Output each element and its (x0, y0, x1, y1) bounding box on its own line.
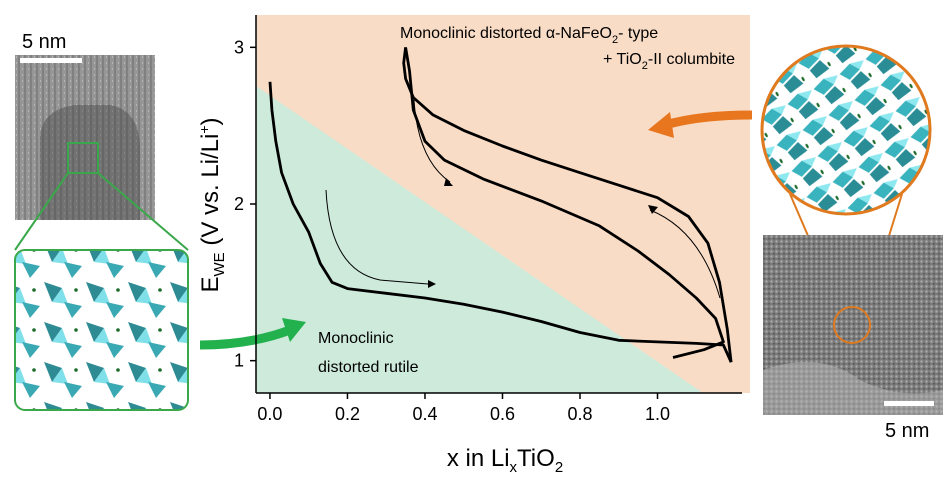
x-axis-title: x in LixTiO2 (447, 445, 563, 476)
x-tick-label: 1.0 (645, 404, 670, 424)
nanorod (40, 105, 140, 220)
x-tick-label: 0.2 (335, 404, 360, 424)
structure-rutile (15, 250, 188, 410)
annotation-text: - type (618, 25, 658, 42)
scale-label: 5 nm (885, 420, 929, 442)
annotation-text: + TiO (603, 51, 642, 68)
page: {"chart_data": { "type": "line", "xlabel… (0, 0, 943, 483)
scale-bar (884, 401, 934, 406)
y-title-sup: + (196, 125, 212, 133)
y-tick-label: 2 (234, 194, 244, 214)
annotation-text: -II columbite (648, 51, 735, 68)
annotation-text: Monoclinic distorted α-NaFeO (400, 25, 612, 42)
figure: 5 nm 5 nm Monoclinic distorted α-NaFeO 2 -… (0, 0, 943, 483)
y-title-part: (V vs. Li/Li (197, 134, 224, 253)
x-title-part: x in Li (447, 445, 510, 472)
structure-alpha (762, 46, 930, 214)
annotation: distorted rutile (318, 359, 419, 376)
scale-bar (20, 58, 82, 63)
y-title-part: ) (197, 117, 224, 125)
x-title-part: TiO (517, 445, 555, 472)
x-tick-label: 0.4 (412, 404, 437, 424)
y-tick-label: 3 (234, 37, 244, 57)
y-title-part: E (197, 277, 224, 293)
x-tick-label: 0.6 (490, 404, 515, 424)
scale-label: 5 nm (22, 31, 66, 53)
x-tick-label: 0.8 (567, 404, 592, 424)
y-tick-label: 1 (234, 351, 244, 371)
y-axis-title: EWE (V vs. Li/Li+) (196, 117, 228, 292)
x-tick-label: 0.0 (257, 404, 282, 424)
annotation: Monoclinic (318, 330, 394, 347)
x-title-sub: 2 (555, 459, 563, 476)
y-title-sub: WE (211, 252, 228, 276)
